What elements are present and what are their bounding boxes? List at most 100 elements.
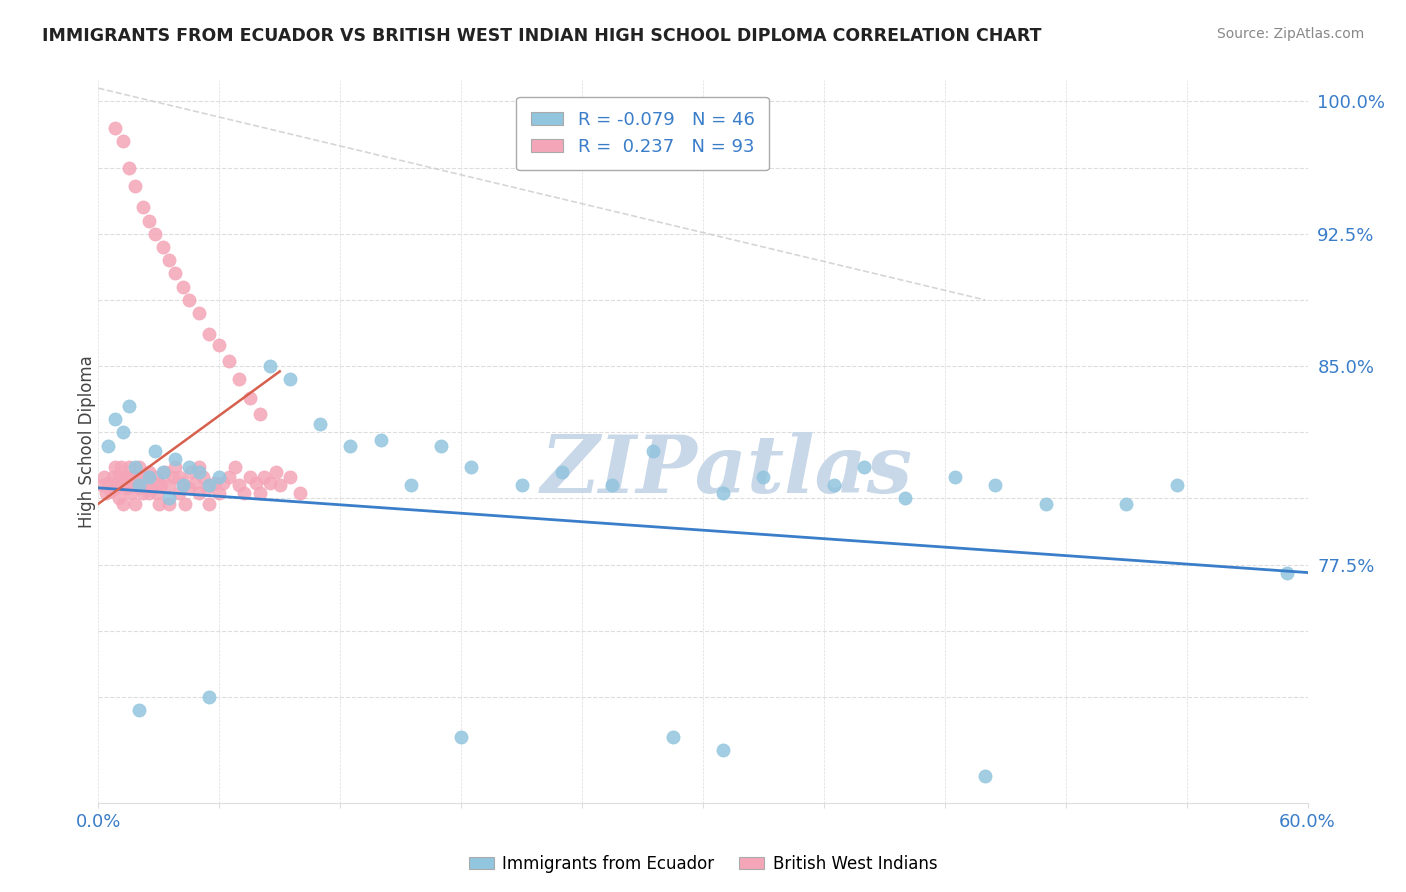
Point [124,470,146,484]
Point [162,470,184,484]
Point [101,470,124,484]
Point [138,465,160,479]
Point [309,417,332,432]
Legend: R = -0.079   N = 46, R =  0.237   N = 93: R = -0.079 N = 46, R = 0.237 N = 93 [516,96,769,170]
Point [125,475,148,490]
Point [143,443,166,458]
Point [110,475,132,490]
Point [93,470,115,484]
Point [193,470,215,484]
Point [1166,478,1188,492]
Point [239,391,262,405]
Point [138,486,160,500]
Point [228,372,250,386]
Point [752,470,775,484]
Point [97,475,120,490]
Point [111,425,134,440]
Point [172,475,194,490]
Point [602,478,624,492]
Text: IMMIGRANTS FROM ECUADOR VS BRITISH WEST INDIAN HIGH SCHOOL DIPLOMA CORRELATION C: IMMIGRANTS FROM ECUADOR VS BRITISH WEST … [42,27,1042,45]
Point [198,327,221,342]
Point [138,213,160,227]
Point [228,478,250,492]
Point [184,475,207,490]
Point [198,497,221,511]
Point [105,478,128,492]
Point [107,470,129,484]
Point [152,240,174,254]
Point [370,434,392,448]
Point [132,486,155,500]
Point [91,478,114,492]
Point [195,481,218,495]
Point [96,486,118,500]
Point [259,359,281,373]
Point [188,465,211,479]
Point [157,478,180,492]
Point [128,459,150,474]
Point [143,470,166,484]
Point [278,372,301,386]
Point [198,478,221,492]
Point [974,769,997,783]
Point [218,354,240,368]
Point [139,475,162,490]
Point [128,481,150,495]
Point [118,459,141,474]
Point [148,497,170,511]
Point [249,486,271,500]
Point [450,730,472,744]
Point [641,443,664,458]
Point [163,267,186,281]
Point [198,690,221,704]
Point [135,470,157,484]
Point [97,438,120,452]
Point [893,491,915,506]
Point [114,470,136,484]
Point [103,481,125,495]
Point [143,227,166,241]
Point [128,703,150,717]
Point [103,120,125,135]
Point [245,475,267,490]
Point [172,279,194,293]
Point [120,486,142,500]
Point [100,483,122,498]
Point [249,407,271,421]
Point [711,743,734,757]
Point [224,459,246,474]
Point [110,459,132,474]
Point [103,412,125,426]
Point [146,486,169,500]
Point [128,478,150,492]
Point [264,465,287,479]
Point [163,459,186,474]
Point [179,459,201,474]
Point [157,491,180,506]
Point [853,459,876,474]
Point [111,478,134,492]
Point [239,470,262,484]
Point [132,475,155,490]
Point [180,465,202,479]
Point [118,399,141,413]
Point [124,459,146,474]
Point [157,497,180,511]
Point [208,338,231,352]
Text: Source: ZipAtlas.com: Source: ZipAtlas.com [1216,27,1364,41]
Point [111,497,134,511]
Point [253,470,276,484]
Point [157,253,180,268]
Point [208,486,231,500]
Point [138,470,160,484]
Point [711,486,734,500]
Point [269,478,291,492]
Point [188,459,211,474]
Point [430,438,453,452]
Point [167,486,190,500]
Point [103,459,125,474]
Text: ZIPatlas: ZIPatlas [541,432,914,509]
Point [174,497,197,511]
Point [1277,566,1299,580]
Point [278,470,301,484]
